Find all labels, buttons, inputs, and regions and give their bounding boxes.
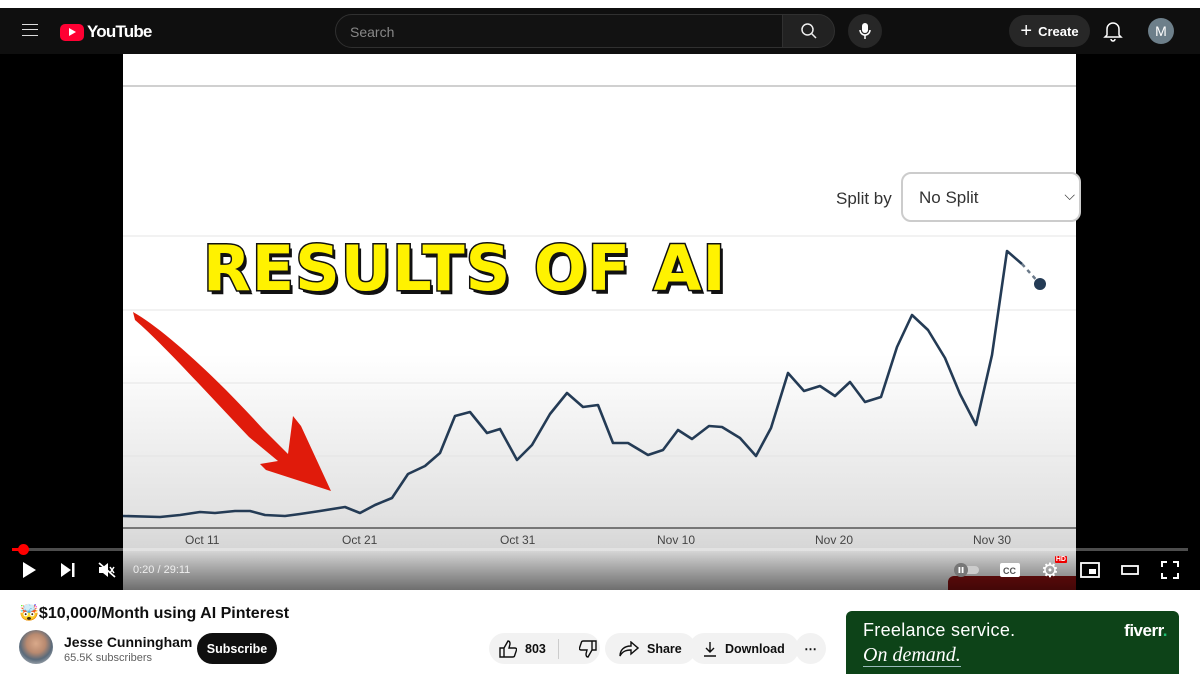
create-button[interactable]: + Create	[1009, 15, 1090, 47]
channel-avatar[interactable]	[19, 630, 53, 664]
miniplayer-icon	[1080, 562, 1100, 578]
more-actions-button[interactable]: ⋯	[795, 633, 826, 664]
plus-icon: +	[1020, 19, 1033, 42]
search-button[interactable]	[782, 14, 835, 48]
mute-button[interactable]	[94, 560, 120, 580]
thumbs-down-icon	[578, 639, 597, 658]
split-by-select: No Split ⌵	[901, 172, 1081, 222]
scrubber-handle[interactable]	[18, 544, 29, 555]
fullscreen-button[interactable]	[1157, 560, 1183, 580]
cc-icon: CC	[1000, 563, 1020, 577]
trend-line	[123, 249, 1023, 519]
play-button[interactable]	[16, 560, 42, 580]
autoplay-toggle-icon	[954, 563, 979, 577]
next-icon	[61, 563, 75, 577]
x-tick: Oct 11	[185, 533, 220, 547]
fiverr-logo: fiverr.	[1124, 621, 1167, 641]
fiverr-ad-banner[interactable]: Freelance service. On demand. fiverr.	[846, 611, 1179, 674]
video-chart-graphic	[123, 85, 1076, 529]
search-input[interactable]: Search	[335, 14, 783, 48]
create-label: Create	[1038, 23, 1079, 39]
x-tick: Nov 20	[815, 533, 854, 547]
ad-tagline: On demand.	[863, 644, 961, 667]
split-value: No Split	[919, 188, 979, 207]
share-button[interactable]: Share	[605, 633, 696, 664]
theater-icon	[1121, 565, 1139, 575]
overlay-title: RESULTS OF AI	[202, 231, 728, 307]
muted-speaker-icon	[98, 562, 116, 578]
search-icon	[800, 23, 817, 39]
subscribe-button[interactable]: Subscribe	[197, 633, 277, 664]
youtube-logo[interactable]: YouTube	[60, 22, 152, 42]
dislike-button[interactable]	[567, 639, 597, 658]
youtube-play-logo-icon	[60, 23, 84, 41]
video-title: 🤯$10,000/Month using AI Pinterest	[19, 605, 290, 622]
more-icon: ⋯	[804, 642, 817, 656]
split-by-label: Split by	[836, 189, 892, 208]
autoplay-toggle[interactable]	[953, 560, 981, 580]
progress-bar[interactable]	[12, 548, 1188, 551]
top-bar: YouTube Search + Create M	[0, 8, 1200, 54]
share-arrow-icon	[619, 640, 639, 656]
top-strip	[0, 0, 1200, 8]
like-dislike-group: 803	[489, 633, 600, 664]
logo-text: YouTube	[87, 22, 152, 41]
microphone-icon	[859, 23, 871, 39]
account-avatar[interactable]: M	[1148, 18, 1174, 44]
miniplayer-button[interactable]	[1077, 560, 1103, 580]
video-player[interactable]: Split by No Split ⌵ RESULTS OF AI Oct 11 …	[0, 54, 1200, 590]
x-tick: Oct 21	[342, 533, 378, 547]
x-tick: Nov 30	[973, 533, 1012, 547]
brand-dot: .	[1162, 621, 1168, 640]
gear-icon: ⚙	[1041, 559, 1059, 582]
subscriber-count: 65.5K subscribers	[64, 652, 153, 664]
download-button[interactable]: Download	[689, 633, 799, 664]
gridlines	[123, 85, 1076, 529]
channel-name[interactable]: Jesse Cunningham	[64, 634, 193, 650]
projection-point	[1034, 278, 1046, 290]
next-button[interactable]	[55, 560, 81, 580]
x-tick: Nov 10	[657, 533, 696, 547]
captions-button[interactable]: CC	[997, 560, 1023, 580]
hamburger-menu-icon[interactable]	[22, 24, 38, 36]
brand-name: fiverr	[1124, 621, 1163, 640]
theater-mode-button[interactable]	[1117, 560, 1143, 580]
thumbs-up-icon	[499, 639, 517, 658]
fullscreen-icon	[1161, 561, 1179, 579]
chevron-down-icon: ⌵	[1064, 187, 1075, 203]
red-arrow	[133, 312, 331, 491]
like-button[interactable]: 803	[489, 638, 559, 659]
notifications-bell-icon[interactable]	[1103, 20, 1123, 42]
x-tick: Oct 31	[500, 533, 536, 547]
ad-segment-marker	[948, 576, 1076, 590]
download-icon	[704, 641, 716, 657]
ad-headline: Freelance service.	[863, 620, 1016, 640]
svg-text:CC: CC	[1003, 566, 1016, 576]
like-count: 803	[525, 641, 546, 656]
video-frame: Split by No Split ⌵ RESULTS OF AI Oct 11 …	[123, 54, 1081, 590]
settings-button[interactable]: ⚙ HD	[1037, 556, 1067, 582]
download-label: Download	[725, 641, 785, 656]
voice-search-button[interactable]	[848, 14, 882, 48]
hd-badge: HD	[1054, 556, 1067, 563]
share-label: Share	[647, 641, 682, 656]
play-icon	[23, 562, 36, 578]
time-display: 0:20 / 29:11	[133, 564, 191, 576]
